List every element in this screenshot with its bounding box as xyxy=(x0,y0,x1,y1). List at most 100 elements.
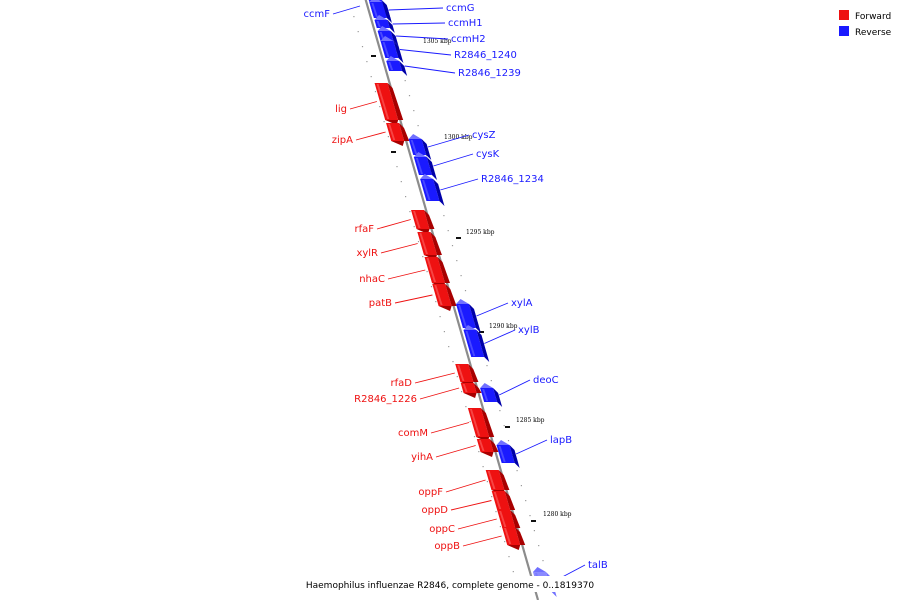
tick-dot xyxy=(370,76,372,78)
gene-highlight xyxy=(419,233,428,254)
tick-dot xyxy=(396,166,398,168)
gene-side xyxy=(469,304,481,333)
gene-highlight xyxy=(498,446,506,462)
gene-side xyxy=(493,388,503,407)
gene-side xyxy=(393,41,404,63)
gene-connector xyxy=(414,372,455,384)
kbp-marker-label: 1280 kbp xyxy=(543,511,572,518)
tick-dot xyxy=(383,121,385,123)
tick-dot xyxy=(451,245,454,247)
gene-label: oppB xyxy=(434,541,460,552)
gene-side xyxy=(480,408,495,437)
map-caption: Haemophilus influenzae R2846, complete g… xyxy=(306,581,595,591)
gene-highlight xyxy=(434,285,443,305)
tick-dot xyxy=(529,515,531,517)
gene-connector xyxy=(430,422,470,434)
gene-highlight xyxy=(376,84,390,119)
gene-label: rfaD xyxy=(391,378,413,389)
gene-deoC xyxy=(480,383,503,407)
gene-highlight xyxy=(469,409,481,436)
tick-dot xyxy=(353,16,355,18)
gene-label: R2846_1226 xyxy=(354,394,417,405)
gene-label: R2846_1240 xyxy=(454,50,517,61)
gene-label: ccmF xyxy=(304,9,331,20)
gene-label: xylB xyxy=(518,325,540,336)
gene-label: oppD xyxy=(421,505,448,516)
gene-arrow xyxy=(456,299,470,304)
gene-arrow xyxy=(496,440,510,445)
tick-dot xyxy=(486,481,488,483)
tick-dot xyxy=(435,301,437,303)
tick-dot xyxy=(443,331,445,333)
gene-label: nhaC xyxy=(359,274,385,285)
gene-side xyxy=(390,31,399,46)
gene-arrow xyxy=(369,0,383,2)
tick-dot xyxy=(426,271,428,273)
tick-dot xyxy=(374,91,377,93)
caption-background xyxy=(296,576,604,592)
gene-side xyxy=(387,20,395,33)
gene-side xyxy=(473,383,482,393)
tick-dot xyxy=(464,290,467,292)
gene-label: deoC xyxy=(533,375,559,386)
gene-side xyxy=(515,527,526,545)
gene-connector xyxy=(387,269,426,280)
gene-label: xylR xyxy=(356,248,378,259)
gene-ccmG xyxy=(369,0,392,23)
kbp-marker-label: 1290 kbp xyxy=(489,323,518,330)
tick-dot xyxy=(533,530,535,532)
gene-highlight xyxy=(457,365,465,381)
tick-dot xyxy=(417,241,420,243)
tick-dot xyxy=(357,31,359,33)
gene-labels: ccmF ccmG ccmH1 ccmH2 R2846_1240 R2846_1239li… xyxy=(304,3,608,583)
gene-label: R2846_1234 xyxy=(481,174,544,185)
gene-connector xyxy=(376,219,411,230)
tick-dot xyxy=(499,410,501,412)
tick-dot xyxy=(439,316,441,318)
gene-arrow xyxy=(438,306,452,311)
tick-dot xyxy=(516,470,518,472)
gene-side xyxy=(468,364,479,382)
legend-forward-swatch xyxy=(839,10,849,20)
gene-highlight xyxy=(422,180,431,200)
gene-cysK xyxy=(413,152,437,180)
gene-arrow xyxy=(480,452,494,457)
gene-side xyxy=(489,439,499,452)
gene-highlight xyxy=(382,42,390,57)
kbp-markers: 1305 kbp 1300 kbp 1295 kbp 1290 kbp 1285 kbp… xyxy=(371,38,572,522)
gene-connector xyxy=(445,479,486,493)
kbp-marker-label: 1285 kbp xyxy=(516,417,545,424)
tick-dot xyxy=(482,466,484,468)
gene-side xyxy=(399,61,408,76)
gene-connector xyxy=(349,101,378,110)
gene-arrow xyxy=(480,383,494,388)
gene-side xyxy=(504,491,516,510)
gene-connector xyxy=(476,302,509,317)
tick-dot xyxy=(366,61,368,63)
gene-lapB xyxy=(496,440,520,468)
gene-connector xyxy=(457,518,497,530)
gene-side xyxy=(426,157,437,180)
tick-dot xyxy=(404,80,406,82)
gene-side xyxy=(476,330,490,362)
tick-dot xyxy=(387,136,389,138)
gene-connector xyxy=(388,7,444,11)
tick-dot xyxy=(504,541,506,543)
gene-connector xyxy=(515,439,548,455)
gene-connector xyxy=(399,49,452,56)
gene-label: comM xyxy=(398,428,428,439)
gene-connector xyxy=(433,153,474,167)
tick-dot xyxy=(409,211,411,213)
gene-connector xyxy=(484,329,516,344)
gene-highlight xyxy=(482,389,489,401)
gene-highlight xyxy=(426,258,436,282)
gene-yihA xyxy=(476,439,499,457)
gene-highlight xyxy=(413,211,421,228)
tick-dot xyxy=(447,230,449,232)
gene-highlight xyxy=(462,384,468,392)
gene-side xyxy=(445,284,457,306)
gene-R2846_1239 xyxy=(386,56,408,76)
legend: Forward Reverse xyxy=(839,10,892,38)
tick-dot xyxy=(417,125,419,127)
gene-highlight xyxy=(388,62,394,70)
